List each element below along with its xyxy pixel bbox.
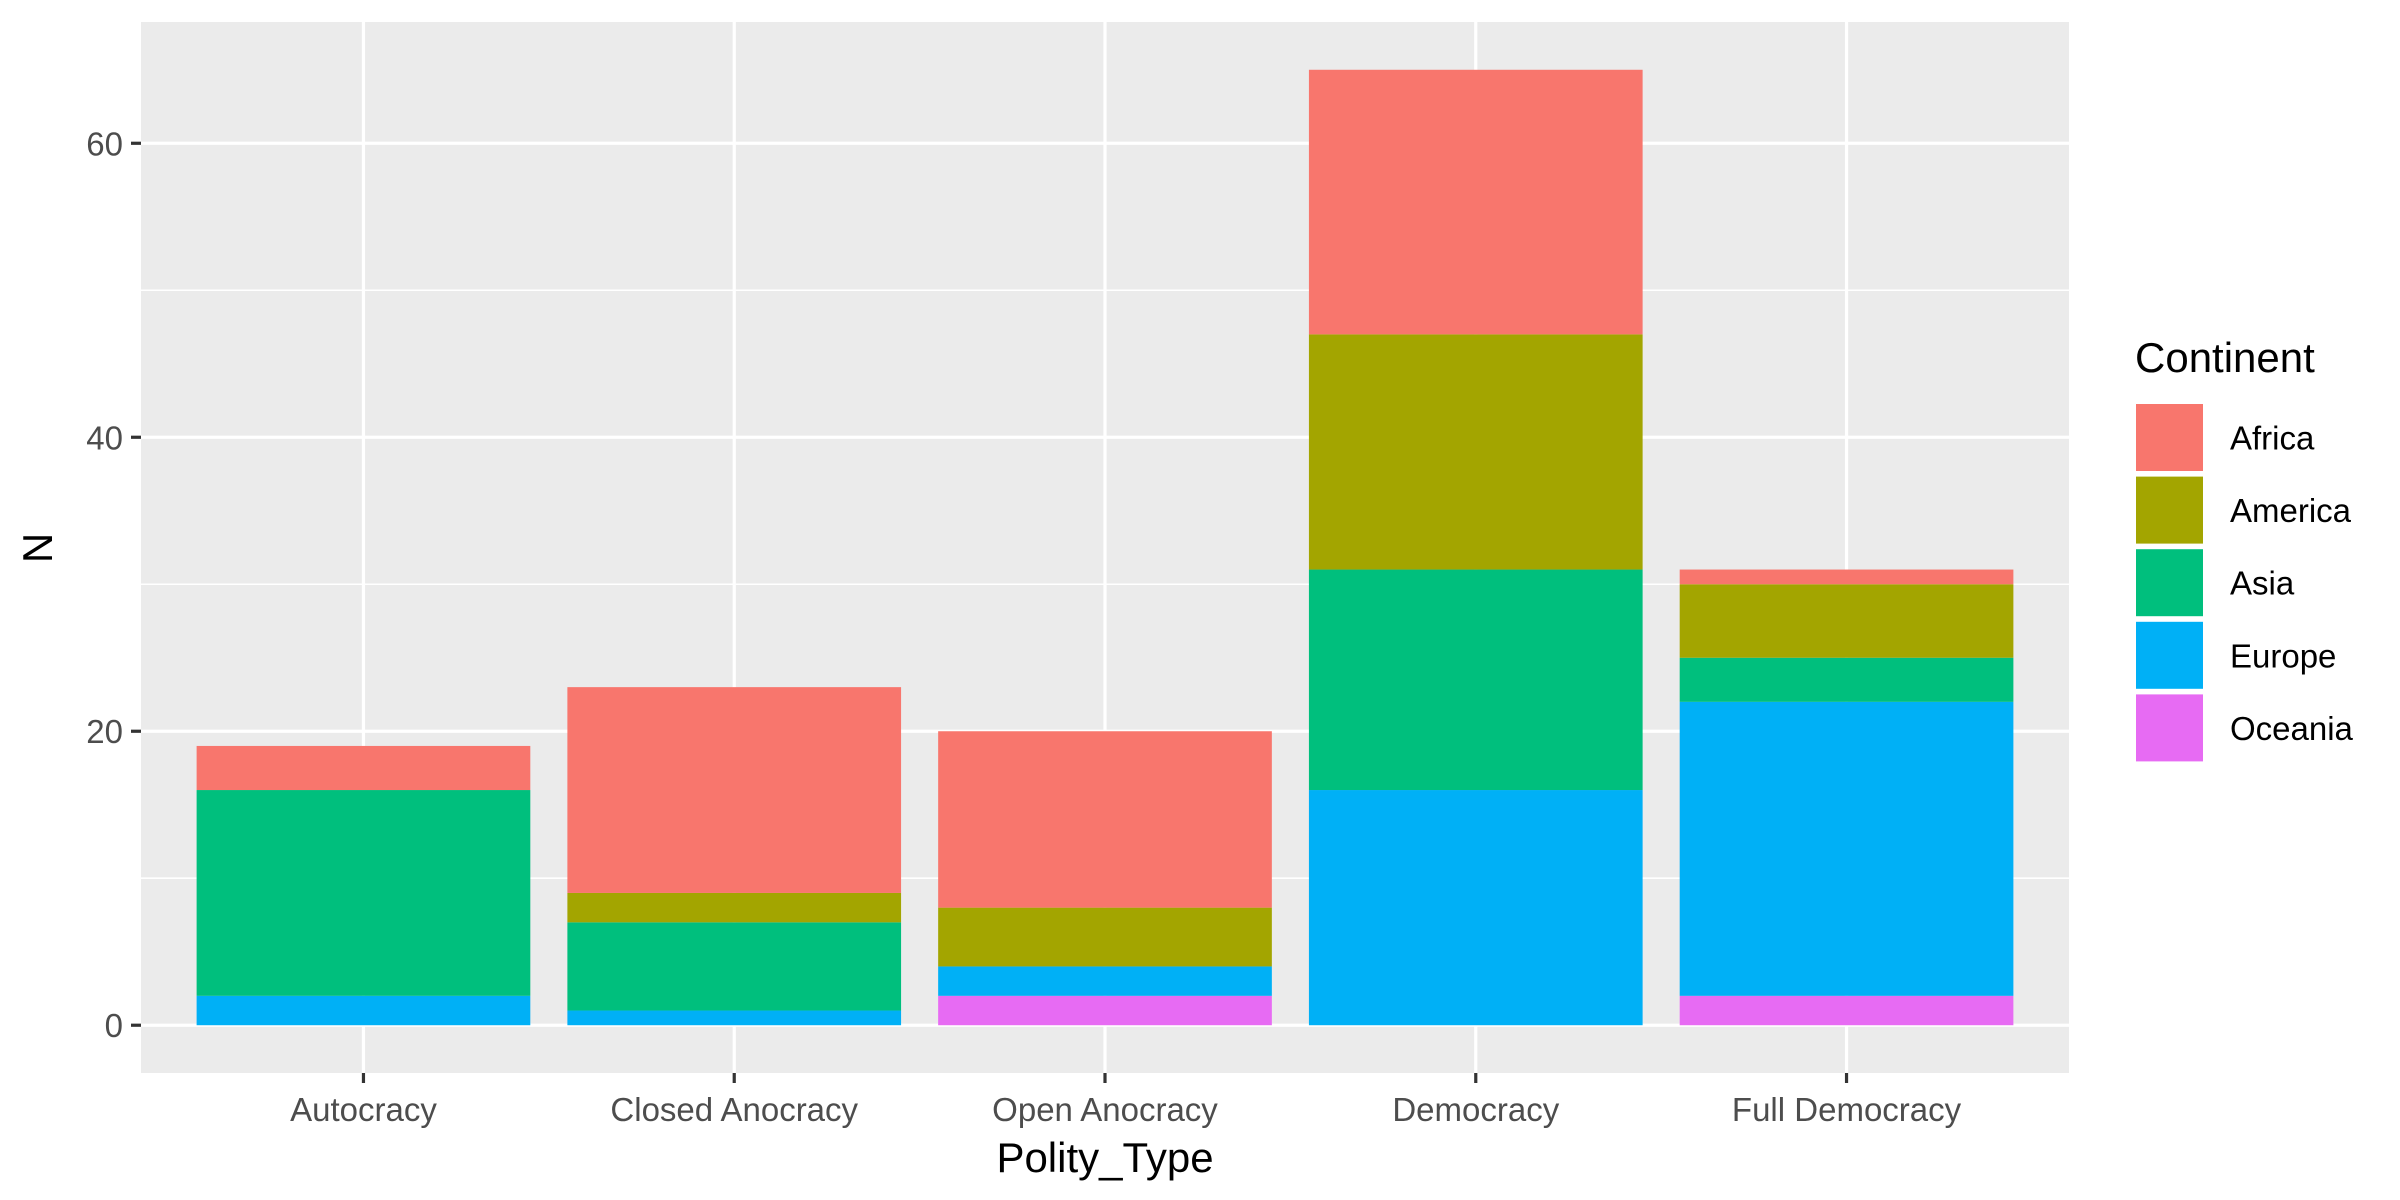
legend-title: Continent xyxy=(2135,334,2315,381)
bar-segment xyxy=(567,687,902,893)
bar-segment xyxy=(196,995,531,1026)
y-tick-label: 40 xyxy=(86,419,123,456)
legend-key xyxy=(2134,547,2205,619)
bar-segment xyxy=(196,790,531,996)
y-axis: 0 20 40 60 xyxy=(86,125,141,1044)
bar-segment xyxy=(1308,569,1643,791)
bar-segment xyxy=(1679,569,2014,585)
bar-segment xyxy=(1679,995,2014,1026)
legend-label: Asia xyxy=(2230,565,2295,602)
bar-segment xyxy=(1679,657,2014,702)
y-tick-label: 60 xyxy=(86,125,123,162)
y-tick-label: 0 xyxy=(105,1007,123,1044)
bar-segment xyxy=(1679,584,2014,658)
legend-label: Africa xyxy=(2230,420,2315,457)
legend-key xyxy=(2134,619,2205,691)
legend-key xyxy=(2134,474,2205,546)
bars xyxy=(196,69,2014,1026)
bar-segment xyxy=(1679,701,2014,996)
bar-segment xyxy=(567,892,902,923)
bar-segment xyxy=(938,966,1272,996)
x-tick-label: Democracy xyxy=(1392,1091,1559,1128)
x-axis: Autocracy Closed Anocracy Open Anocracy Dem… xyxy=(290,1073,1962,1128)
bar-segment xyxy=(938,731,1272,908)
bar-segment xyxy=(567,1010,902,1026)
legend-label: America xyxy=(2230,492,2352,529)
x-tick-label: Closed Anocracy xyxy=(610,1091,858,1128)
y-tick-label: 20 xyxy=(86,713,123,750)
legend-key xyxy=(2134,692,2205,764)
legend-label: Oceania xyxy=(2230,710,2354,747)
legend-label: Europe xyxy=(2230,637,2336,674)
x-tick-label: Full Democracy xyxy=(1732,1091,1962,1128)
x-axis-title: Polity_Type xyxy=(996,1134,1213,1181)
x-tick-label: Autocracy xyxy=(290,1091,437,1128)
bar-segment xyxy=(938,907,1272,967)
legend: Continent Africa America Asia Europe Oceania xyxy=(2134,334,2354,764)
x-tick-label: Open Anocracy xyxy=(992,1091,1218,1128)
bar-segment xyxy=(567,922,902,1011)
legend-key xyxy=(2134,402,2205,473)
bar-segment xyxy=(938,995,1272,1026)
bar-segment xyxy=(1308,790,1643,1026)
y-axis-title: N xyxy=(14,533,61,563)
bar-segment xyxy=(1308,334,1643,570)
bar-segment xyxy=(196,745,531,791)
bar-segment xyxy=(1308,69,1643,335)
